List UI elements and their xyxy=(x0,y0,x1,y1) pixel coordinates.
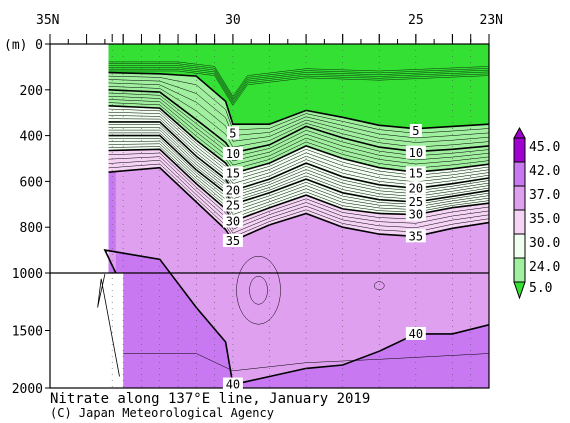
y-tick-label: 400 xyxy=(20,130,43,145)
colorbar-segment xyxy=(513,137,526,163)
colorbar-segment xyxy=(513,161,526,187)
y-tick-label: 0 xyxy=(35,38,43,53)
contour-label-bg xyxy=(222,214,243,228)
copyright-credit: (C) Japan Meteorological Agency xyxy=(50,406,274,420)
contour-label-bg xyxy=(405,145,426,159)
colorbar-segment xyxy=(513,233,526,259)
contour-label: 15 xyxy=(226,166,240,180)
contour-minor xyxy=(108,70,489,106)
contour-minor xyxy=(108,82,489,143)
contour-label-bg xyxy=(222,183,243,197)
contour-minor xyxy=(108,65,489,101)
contour-label-bg xyxy=(409,124,422,138)
contour-label: 5 xyxy=(229,126,236,140)
contour-label-bg xyxy=(405,229,426,243)
contour-label: 10 xyxy=(226,147,240,161)
contour-5 xyxy=(108,71,489,130)
x-tick-label: 30 xyxy=(225,13,241,28)
contour-label: 20 xyxy=(226,184,240,198)
contour-minor xyxy=(108,115,489,184)
chart-title: Nitrate along 137°E line, January 2019 xyxy=(50,391,371,407)
contour-loop xyxy=(374,281,385,290)
y-tick-label: 2000 xyxy=(12,382,43,397)
contour-minor xyxy=(108,68,489,104)
contour-label-bg xyxy=(405,326,426,340)
contour-label-bg xyxy=(222,233,243,247)
colorbar-label: 37.0 xyxy=(529,188,560,203)
colorbar-segment xyxy=(513,185,526,211)
colorbar-top-arrow xyxy=(513,126,526,139)
colorbar-bottom-arrow xyxy=(513,281,526,300)
y-axis-label: (m) xyxy=(4,38,27,53)
contour-label: 10 xyxy=(409,146,423,160)
contour-label-bg xyxy=(405,181,426,195)
contour-label: 30 xyxy=(226,214,240,228)
contour-lines xyxy=(103,61,489,386)
contour-label: 25 xyxy=(409,195,423,209)
contour-label: 5 xyxy=(412,124,419,138)
colorbar-segment xyxy=(513,257,526,283)
colorbar-label: 5.0 xyxy=(529,281,552,296)
contour-label: 20 xyxy=(409,181,423,195)
y-tick-label: 1500 xyxy=(12,325,43,340)
contour-label: 40 xyxy=(226,378,240,392)
y-tick-label: 1000 xyxy=(12,267,43,282)
contour-minor xyxy=(108,63,489,99)
x-tick-label: 23N xyxy=(480,13,503,28)
contour-label: 40 xyxy=(409,327,423,341)
contour-minor xyxy=(108,160,489,234)
contour-label: 35 xyxy=(226,234,240,248)
contour-minor xyxy=(108,67,489,103)
x-tick-label: 25 xyxy=(408,13,424,28)
contour-label: 15 xyxy=(409,166,423,180)
contour-label-bg xyxy=(226,126,239,140)
colorbar-label: 24.0 xyxy=(529,260,560,275)
contour-label: 30 xyxy=(409,208,423,222)
contour-label-bg xyxy=(222,198,243,212)
contour-label-bg xyxy=(405,195,426,209)
colorbar: 45.0 42.0 37.0 35.0 30.0 24.0 5.0 xyxy=(513,126,560,300)
y-tick-label: 200 xyxy=(20,84,43,99)
contour-minor xyxy=(108,95,489,162)
colorbar-label: 30.0 xyxy=(529,236,560,251)
contour-label: 25 xyxy=(226,198,240,212)
contour-label-bg xyxy=(405,166,426,180)
contour-minor xyxy=(108,79,489,139)
contour-label: 35 xyxy=(409,229,423,243)
contour-minor xyxy=(108,75,489,134)
y-tick-label: 800 xyxy=(20,221,43,236)
contour-label-bg xyxy=(222,377,243,391)
colorbar-label: 42.0 xyxy=(529,164,560,179)
colorbar-label: 45.0 xyxy=(529,140,560,155)
contour-minor xyxy=(108,156,489,230)
contour-label-bg xyxy=(405,207,426,221)
bottom-topography xyxy=(97,274,120,377)
contour-minor xyxy=(108,61,489,97)
contour-loop xyxy=(249,276,268,305)
y-tick-label: 600 xyxy=(20,175,43,190)
colorbar-segment xyxy=(513,209,526,235)
concentration-fill xyxy=(50,44,489,388)
x-tick-label: 35N xyxy=(36,13,59,28)
contour-label-bg xyxy=(222,146,243,160)
no-data-area xyxy=(50,44,124,388)
contour-minor xyxy=(123,353,489,372)
contour-label-bg xyxy=(222,166,243,180)
colorbar-label: 35.0 xyxy=(529,212,560,227)
contour-loop xyxy=(236,256,281,325)
contour-minor xyxy=(108,99,489,166)
